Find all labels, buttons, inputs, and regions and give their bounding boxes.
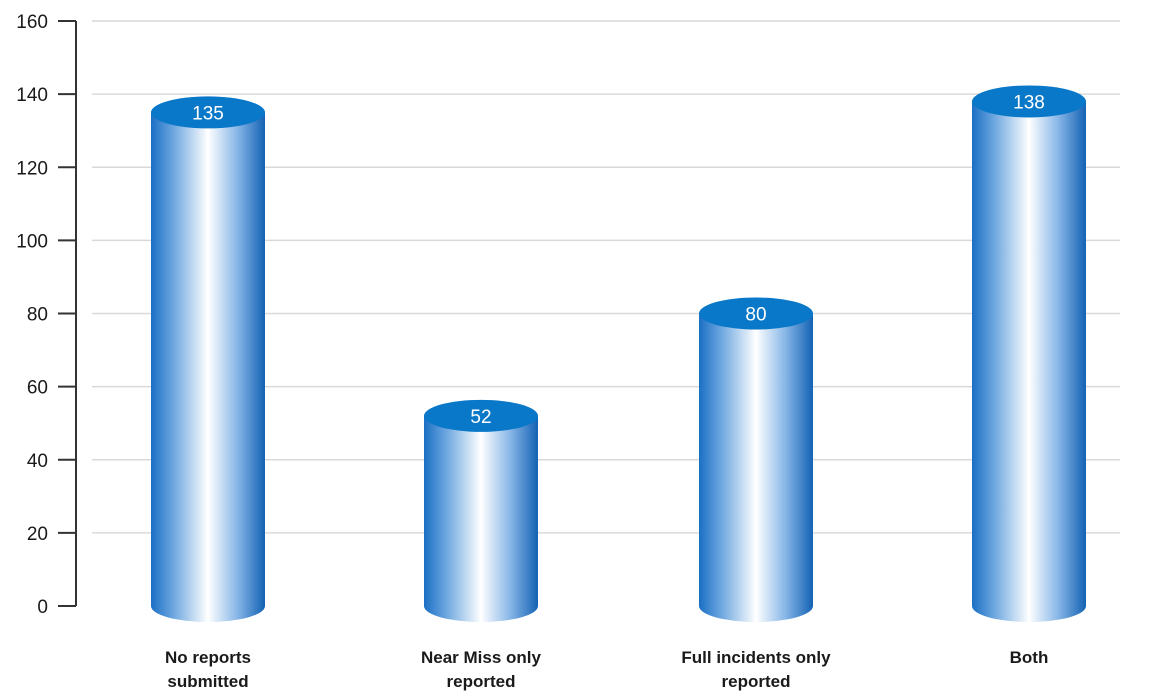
y-tick-label: 60 [27,378,48,399]
bar: 80 [699,297,813,622]
bar-body [972,101,1086,622]
category-label-line: reported [722,672,791,691]
category-label: Both [1010,648,1049,667]
bar-body [424,415,538,622]
category-label-line: No reports [165,648,251,667]
category-label: No reports submitted [165,648,251,691]
bars: 135 52 80 138 [151,85,1086,622]
category-label-line: Full incidents only [681,648,831,667]
bar-body [151,112,265,622]
y-tick-label: 160 [16,12,48,33]
bar: 135 [151,96,265,622]
y-tick-label: 120 [16,158,48,179]
category-label-line: submitted [167,672,248,691]
data-label: 138 [1013,92,1045,113]
category-label-line: reported [447,672,516,691]
bar-top [424,399,538,432]
bar-top [699,297,813,330]
y-tick-label: 80 [27,305,48,326]
y-axis: 0 20 40 60 80 100 120 140 160 [16,12,77,618]
bar-body [699,313,813,622]
bar: 52 [424,399,538,622]
y-tick-label: 20 [27,524,48,545]
bar-top [972,85,1086,118]
bar-top [151,96,265,129]
category-label-line: Near Miss only [421,648,542,667]
y-tick-label: 140 [16,85,48,106]
data-label: 80 [745,305,766,326]
category-labels: No reports submitted Near Miss only reporte… [165,648,1048,691]
bar: 138 [972,85,1086,622]
data-label: 52 [470,407,491,428]
y-tick-label: 40 [27,451,48,472]
category-label: Near Miss only reported [421,648,542,691]
data-label: 135 [192,103,224,124]
y-tick-label: 100 [16,231,48,252]
category-label: Full incidents only reported [681,648,831,691]
y-tick-label: 0 [37,597,48,618]
